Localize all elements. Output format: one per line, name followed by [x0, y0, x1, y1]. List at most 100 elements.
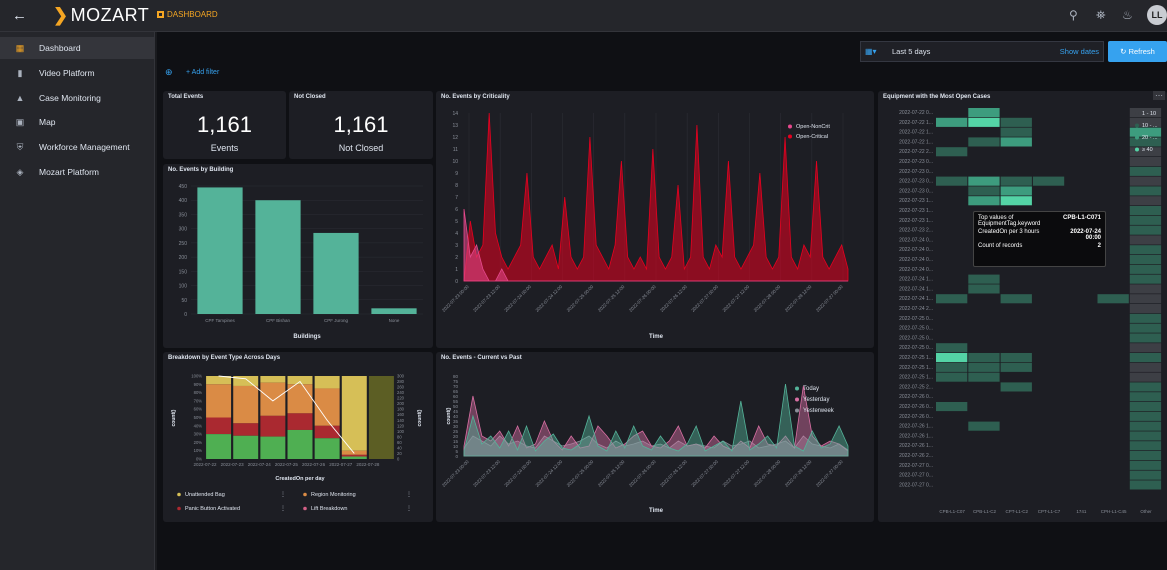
y-tick-label: 80: [453, 374, 459, 379]
sidebar-item-video-platform[interactable]: ▮ Video Platform: [0, 62, 155, 84]
legend-label: Panic Button Activated: [185, 506, 240, 512]
x-tick-label: CPB-L1-C2: [973, 509, 997, 514]
heatmap-cell: [1129, 176, 1162, 186]
stack-segment-other: [233, 435, 259, 459]
sidebar-item-map[interactable]: ▣ Map: [0, 111, 155, 133]
heatmap-cell: [1129, 117, 1162, 127]
y-tick-label: 2022-07-26 1...: [899, 433, 933, 439]
y-tick-label: 14: [452, 111, 458, 117]
stack-segment: [287, 413, 313, 430]
heatmap-cell: [1000, 294, 1032, 304]
heatmap-cell: [1000, 176, 1032, 186]
video-icon: ▮: [17, 68, 23, 78]
y-tick-label: 2022-07-24 0...: [899, 237, 933, 243]
layers-icon: ◈: [16, 167, 24, 177]
series-area-yesterday: [463, 385, 849, 457]
y-tick-label: 2022-07-23 1...: [899, 208, 933, 214]
top-bar: ← ❯ MOZART DASHBOARD ⚲ ⛯ ♨ LL: [0, 0, 1167, 32]
y-tick-label: 3: [455, 243, 458, 249]
tooltip-field-label: Top values of EquipmentTag.keyword: [978, 215, 1041, 227]
filter-options-icon[interactable]: ⊕: [165, 67, 173, 77]
breadcrumb-label: DASHBOARD: [167, 10, 218, 19]
legend-swatch: [1135, 147, 1139, 152]
heatmap-cell: [1000, 382, 1032, 392]
add-filter-link[interactable]: + Add filter: [186, 69, 220, 76]
y-tick-label: 2022-07-26 1...: [899, 424, 933, 430]
sidebar-item-mozart-platform[interactable]: ◈ Mozart Platform: [0, 161, 155, 183]
y-tick-label: 200: [179, 255, 188, 261]
sidebar-item-label: Workforce Management: [39, 142, 130, 152]
legend-swatch: [303, 492, 307, 497]
panel-options-icon[interactable]: ⋯: [1153, 91, 1165, 100]
stack-segment: [206, 384, 232, 418]
total-events-value: 1,161: [196, 112, 253, 137]
legend-label: ≥ 40: [1142, 147, 1153, 153]
heatmap-cell: [1129, 333, 1162, 343]
stack-segment: [206, 376, 232, 385]
total-events-panel: Total Events 1,161 Events: [163, 91, 286, 159]
sidebar-item-case-monitoring[interactable]: ▲ Case Monitoring: [0, 87, 155, 109]
y-tick-label: 150: [179, 269, 188, 275]
x-tick-label: 2022-07-23 00:00: [441, 459, 470, 488]
x-tick-label: CPF Bishan: [266, 318, 291, 323]
refresh-button[interactable]: ↻ Refresh: [1108, 41, 1167, 62]
x-tick-label: 2022-07-25 12:00: [597, 284, 626, 313]
event-type-breakdown-chart: 0% 10% 20% 30% 40% 50% 60% 70% 80% 90% 100% 0204060…: [171, 374, 423, 513]
stack-segment: [341, 376, 367, 451]
y-tick-label: 7: [455, 195, 458, 201]
y-tick-label: 50%: [194, 415, 203, 420]
mozart-logo[interactable]: ❯ MOZART: [53, 5, 150, 25]
sidebar-item-workforce-management[interactable]: ⛨ Workforce Management: [0, 136, 155, 158]
sidebar-item-label: Video Platform: [39, 68, 95, 78]
heatmap-cell: [1129, 196, 1162, 206]
bell-icon[interactable]: ♨: [1122, 8, 1133, 22]
x-tick-label: 2022-07-25 12:00: [597, 459, 626, 488]
current-vs-past-panel: No. Events - Current vs Past 0 5 10 15 20 25 3…: [436, 352, 874, 522]
search-icon[interactable]: ⚲: [1069, 8, 1078, 22]
y-tick-label: 0: [184, 312, 187, 318]
x-tick-label: 2022-07-24 12:00: [535, 284, 564, 313]
date-picker[interactable]: ▦▾ Last 5 days Show dates: [860, 41, 1104, 62]
bar-cpf-jurong: [313, 232, 359, 314]
calendar-icon[interactable]: ▦▾: [865, 47, 877, 56]
x-tick-label: None: [389, 318, 400, 323]
x-tick-label: 2022-07-23: [221, 462, 245, 467]
show-dates-link[interactable]: Show dates: [1059, 47, 1099, 56]
legend-swatch: [303, 506, 307, 511]
x-tick-label: 2022-07-28 00:00: [753, 284, 782, 313]
heatmap-cell: [968, 108, 1000, 118]
building-icon[interactable]: ⛯: [1096, 8, 1106, 22]
y-tick-label: 2022-07-25 1...: [899, 355, 933, 361]
y-tick-label: 2022-07-22 2...: [899, 149, 933, 155]
x-tick-label: 2022-07-23 12:00: [472, 459, 501, 488]
heatmap-tooltip: Top values of EquipmentTag.keyword CPB-L1…: [973, 211, 1106, 267]
heatmap-cell: [968, 117, 1000, 127]
y-tick-label-right: 200: [397, 401, 405, 406]
heatmap-cell: [1000, 127, 1032, 137]
sidebar-item-dashboard[interactable]: ▦ Dashboard: [0, 37, 155, 59]
dashboard-grid-icon: [157, 11, 164, 18]
heatmap-cell: [1129, 264, 1162, 274]
back-arrow-icon[interactable]: ←: [12, 7, 27, 24]
legend-swatch: [177, 492, 181, 497]
stack-segment: [260, 382, 286, 416]
panel-title: Equipment with the Most Open Cases: [883, 94, 991, 100]
legend-label: Yesterweek: [803, 408, 835, 414]
bar-cpf-bishan: [255, 200, 301, 314]
y-tick-label-right: 220: [397, 396, 405, 401]
y-tick-label-right: 180: [397, 407, 405, 412]
date-range-value[interactable]: Last 5 days: [892, 47, 931, 56]
panel-title: No. Events by Criticality: [441, 94, 510, 100]
legend-swatch: [795, 397, 799, 402]
heatmap-cell: [1129, 206, 1162, 216]
tooltip-field-label: CreatedOn per 3 hours: [978, 229, 1040, 235]
legend-label: Lift Breakdown: [311, 506, 347, 512]
avatar[interactable]: LL: [1147, 5, 1167, 25]
y-tick-label: 2022-07-23 2...: [899, 228, 933, 234]
heatmap-cell: [1000, 196, 1032, 206]
stack-segment-other: [260, 436, 286, 459]
y-axis-label-right: count(): [417, 409, 423, 426]
series-area-yesterweek: [463, 435, 849, 457]
x-tick-label: CPH-L1-C45: [1101, 509, 1127, 514]
x-tick-label: 2022-07-24 00:00: [503, 459, 532, 488]
